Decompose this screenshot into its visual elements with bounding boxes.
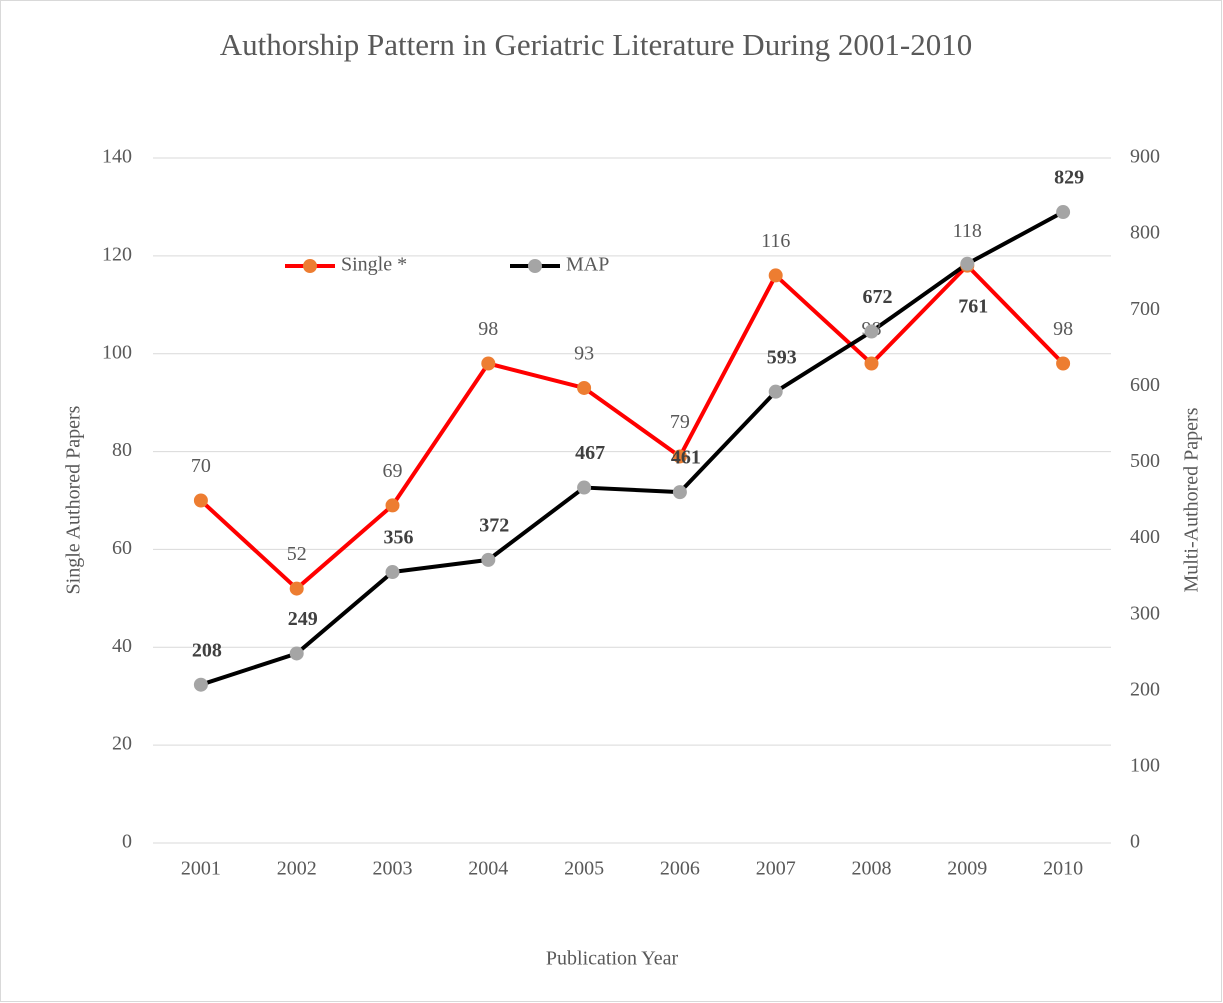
data-point (289, 581, 304, 596)
legend-marker (528, 259, 542, 273)
y-tick-label: 100 (102, 341, 132, 363)
y2-tick-label: 900 (1130, 146, 1160, 168)
data-label: 372 (479, 514, 509, 536)
x-tick-label: 2010 (1043, 858, 1083, 880)
data-label: 98 (478, 318, 498, 340)
x-tick-label: 2003 (373, 858, 413, 880)
legend-label: MAP (566, 254, 609, 276)
data-point (768, 384, 783, 399)
data-point (672, 485, 687, 500)
data-label: 70 (191, 455, 211, 477)
data-label: 69 (383, 460, 403, 482)
y2-tick-label: 500 (1130, 450, 1160, 472)
data-label: 761 (958, 295, 988, 317)
data-point (864, 356, 879, 371)
y2-tick-label: 400 (1130, 526, 1160, 548)
x-tick-label: 2002 (277, 858, 317, 880)
x-tick-label: 2009 (947, 858, 987, 880)
data-label: 79 (670, 411, 690, 433)
series-line (200, 210, 1065, 687)
legend-marker (303, 259, 317, 273)
y-tick-label: 60 (112, 537, 132, 559)
y-tick-label: 40 (112, 635, 132, 657)
y-tick-label: 20 (112, 733, 132, 755)
data-point (193, 493, 208, 508)
data-label: 672 (863, 286, 893, 308)
data-label: 467 (575, 442, 605, 464)
data-label: 208 (192, 639, 222, 661)
data-point (577, 380, 592, 395)
y2-tick-label: 300 (1130, 602, 1160, 624)
data-point (960, 256, 975, 271)
data-point (768, 268, 783, 283)
legend-label: Single * (341, 254, 407, 276)
y2-tick-label: 600 (1130, 374, 1160, 396)
data-label: 356 (384, 527, 414, 549)
data-label: 829 (1054, 167, 1084, 189)
x-tick-label: 2007 (756, 858, 796, 880)
data-point (289, 646, 304, 661)
data-label: 461 (671, 447, 701, 469)
y-tick-label: 120 (102, 243, 132, 265)
data-label: 98 (1053, 318, 1073, 340)
data-point (864, 324, 879, 339)
x-tick-label: 2001 (181, 858, 221, 880)
data-point (1056, 356, 1071, 371)
data-label: 116 (761, 230, 790, 252)
data-point (1056, 205, 1071, 220)
data-label: 52 (287, 543, 307, 565)
x-tick-label: 2004 (468, 858, 508, 880)
data-point (672, 449, 687, 464)
data-point (481, 356, 496, 371)
data-point (481, 552, 496, 567)
y2-axis-title: Multi-Authored Papers (1181, 407, 1203, 592)
x-axis-title: Publication Year (546, 948, 679, 970)
y-tick-label: 0 (122, 831, 132, 853)
y-tick-label: 140 (102, 146, 132, 168)
data-label: 249 (288, 608, 318, 630)
y2-tick-label: 0 (1130, 831, 1140, 853)
y2-tick-label: 700 (1130, 298, 1160, 320)
y-axis-title: Single Authored Papers (63, 405, 85, 594)
data-label: 93 (574, 343, 594, 365)
data-label: 593 (767, 346, 797, 368)
chart-title: Authorship Pattern in Geriatric Literatu… (220, 27, 972, 62)
y2-tick-label: 800 (1130, 222, 1160, 244)
series-line (199, 263, 1065, 591)
data-point (385, 565, 400, 580)
x-tick-label: 2006 (660, 858, 700, 880)
x-tick-label: 2008 (852, 858, 892, 880)
data-point (193, 677, 208, 692)
data-point (385, 498, 400, 513)
y2-tick-label: 200 (1130, 678, 1160, 700)
x-tick-label: 2005 (564, 858, 604, 880)
y-tick-label: 80 (112, 439, 132, 461)
y2-tick-label: 100 (1130, 754, 1160, 776)
data-point (577, 480, 592, 495)
data-label: 118 (953, 220, 982, 242)
